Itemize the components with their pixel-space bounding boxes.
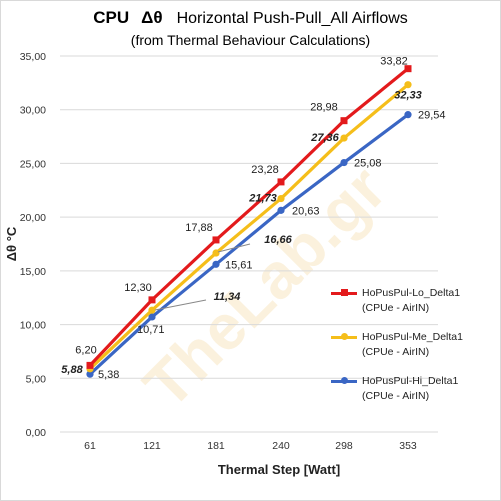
y-tick-label: 0,00 [26, 427, 47, 439]
legend-swatch-lo [331, 289, 357, 296]
data-point [212, 249, 220, 257]
x-axis-title: Thermal Step [Watt] [218, 462, 340, 477]
data-point [277, 178, 285, 186]
legend-item-hi: HoPusPul-Hi_Delta1 (CPUe - AirIN) [331, 375, 496, 420]
x-tick-label: 121 [143, 440, 161, 452]
title-symbol: Δθ [141, 8, 163, 27]
title-cpu: CPU [93, 8, 130, 27]
data-point [277, 194, 285, 203]
data-point [86, 370, 94, 378]
data-point [86, 361, 94, 369]
data-point [148, 296, 156, 304]
y-tick-label: 35,00 [20, 51, 46, 63]
legend-label-lo: HoPusPul-Lo_Delta1 [362, 287, 461, 299]
series-line-2 [88, 113, 409, 376]
series-line-1 [88, 83, 410, 370]
data-label: 5,88 [61, 364, 83, 376]
data-label: 28,98 [310, 102, 338, 114]
x-tick-label: 240 [272, 440, 290, 452]
legend-label-hi: HoPusPul-Hi_Delta1 [362, 375, 459, 387]
y-tick-label: 10,00 [20, 320, 46, 332]
data-label: 15,61 [225, 259, 253, 271]
data-point [404, 111, 412, 119]
data-label: 16,66 [264, 234, 292, 246]
data-point [148, 313, 156, 321]
label-leader [154, 299, 207, 311]
data-point [277, 206, 285, 214]
data-point [340, 117, 348, 125]
x-tick-label: 298 [335, 440, 353, 452]
chart-subtitle: (from Thermal Behaviour Calculations) [130, 32, 371, 48]
data-label: 5,38 [98, 369, 119, 381]
data-label: 32,33 [394, 90, 422, 102]
data-point [404, 81, 412, 89]
y-axis-title: Δθ °C [4, 226, 19, 261]
x-tick-label: 61 [84, 440, 96, 452]
data-label: 33,82 [380, 56, 408, 68]
data-label: 29,54 [418, 110, 446, 122]
data-label: 6,20 [75, 344, 96, 356]
legend-sub-me: (CPUe - AirIN) [362, 346, 430, 358]
y-tick-label: 20,00 [20, 212, 46, 224]
data-label: 10,71 [137, 324, 165, 336]
data-label: 12,30 [124, 282, 152, 294]
legend-sub-hi: (CPUe - AirIN) [362, 390, 430, 402]
data-point [340, 158, 348, 167]
chart-title: CPU Δθ Horizontal Push-Pull_All Airflows [0, 8, 501, 28]
y-tick-label: 15,00 [20, 266, 46, 278]
data-label: 20,63 [292, 205, 320, 217]
data-point [212, 260, 220, 268]
data-point [404, 65, 412, 73]
data-label: 11,34 [214, 291, 241, 303]
data-label: 17,88 [185, 222, 213, 234]
series-line-0 [88, 67, 410, 367]
data-point [212, 236, 220, 244]
legend-swatch-me [331, 333, 357, 340]
legend-swatch-hi [331, 377, 357, 384]
data-label: 23,28 [251, 164, 279, 176]
title-rest: Horizontal Push-Pull_All Airflows [176, 10, 408, 27]
data-point [340, 134, 348, 142]
label-leader [217, 243, 251, 253]
y-tick-label: 30,00 [20, 105, 46, 117]
legend-sub-lo: (CPUe - AirIN) [362, 302, 430, 314]
legend-item-lo: HoPusPul-Lo_Delta1 (CPUe - AirIN) [331, 287, 496, 332]
data-point [148, 306, 156, 314]
legend-item-me: HoPusPul-Me_Delta1 (CPUe - AirIN) [331, 331, 496, 376]
x-tick-label: 181 [207, 440, 225, 452]
data-label: 27,36 [310, 132, 339, 144]
y-tick-label: 5,00 [26, 373, 47, 385]
y-tick-label: 25,00 [20, 158, 46, 170]
x-tick-label: 353 [399, 440, 417, 452]
legend: HoPusPul-Lo_Delta1 (CPUe - AirIN) HoPusPu… [331, 287, 496, 420]
data-label: 21,73 [248, 193, 277, 205]
data-label: 25,08 [354, 158, 382, 170]
legend-label-me: HoPusPul-Me_Delta1 [362, 331, 463, 343]
